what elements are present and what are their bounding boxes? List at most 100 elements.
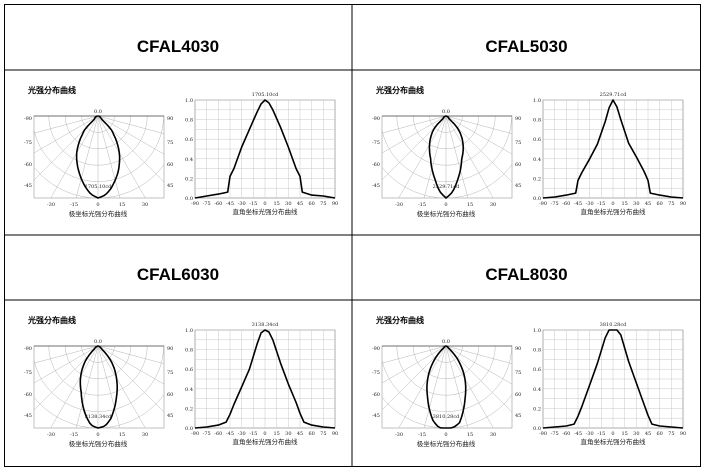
polar-left-tick: -75 <box>24 140 32 146</box>
polar-heading: 光强分布曲线 <box>375 85 424 95</box>
polar-bottom-tick: 0 <box>96 432 99 438</box>
polar-chart: 光强分布曲线 0.0 -90 -75 -60 -45 90 75 60 45 -30 -15 0 15 30… <box>24 85 173 218</box>
cart-x-tick: 15 <box>273 201 279 207</box>
polar-peak-label: 3138.34cd <box>85 414 112 420</box>
cart-x-tick: -45 <box>226 201 234 207</box>
polar-right-tick: 90 <box>167 346 173 352</box>
model-name: CFAL4030 <box>136 37 220 56</box>
polar-spoke <box>398 346 447 428</box>
polar-left-tick: -75 <box>372 370 380 376</box>
cart-x-tick: 30 <box>633 201 639 207</box>
cart-x-tick: -45 <box>574 201 582 207</box>
polar-right-tick: 75 <box>167 370 173 376</box>
polar-peak-label: 3810.28cd <box>433 414 460 420</box>
cart-x-tick: -60 <box>562 201 570 207</box>
polar-right-tick: 45 <box>167 183 173 189</box>
polar-peak-label: 1705.10cd <box>85 184 112 190</box>
polar-spoke <box>445 346 512 385</box>
polar-curve <box>79 345 118 429</box>
cart-x-tick: -75 <box>551 201 559 207</box>
cart-caption: 直角坐标光强分布曲线 <box>233 437 299 446</box>
polar-curve <box>75 115 121 199</box>
cart-x-tick: 75 <box>320 431 326 437</box>
cart-x-tick: -60 <box>214 431 222 437</box>
cart-y-tick: 0.6 <box>533 367 541 373</box>
polar-bottom-tick: 30 <box>142 432 148 438</box>
cart-x-tick: -45 <box>574 431 582 437</box>
polar-spoke <box>382 346 447 364</box>
cart-y-tick: 0.8 <box>533 118 541 124</box>
cart-y-tick: 1.0 <box>533 328 541 334</box>
polar-bottom-tick: 30 <box>142 202 148 208</box>
polar-bottom-tick: -30 <box>395 432 403 438</box>
polar-right-tick: 90 <box>515 116 521 122</box>
polar-right-tick: 75 <box>515 140 521 146</box>
polar-bottom-tick: 0 <box>444 202 447 208</box>
polar-bottom-tick: 0 <box>96 202 99 208</box>
model-name: CFAL5030 <box>485 37 568 56</box>
polar-spoke <box>97 116 164 155</box>
polar-spoke <box>97 346 164 385</box>
polar-caption: 极坐标光强分布曲线 <box>417 209 476 218</box>
cart-x-tick: 75 <box>668 201 674 207</box>
polar-spoke <box>445 116 512 155</box>
polar-spoke <box>34 116 99 134</box>
polar-spoke <box>445 346 469 428</box>
cart-x-tick: 0 <box>611 431 614 437</box>
cart-curve <box>194 99 336 199</box>
polar-chart: 光强分布曲线 0.0 -90 -75 -60 -45 90 75 60 45 -30 -15 0 15 30… <box>24 315 173 448</box>
cartesian-chart: -90 -75 -60 -45 -30 -15 0 15 30 45 60 75 90 0.0 0.2 0.4… <box>533 92 686 216</box>
polar-spoke <box>97 116 164 134</box>
cart-caption: 直角坐标光强分布曲线 <box>581 207 647 216</box>
polar-spoke <box>445 116 494 198</box>
cart-x-tick: 15 <box>621 431 627 437</box>
cart-peak-label: 2529.71cd <box>600 92 627 98</box>
polar-bottom-tick: -30 <box>47 432 55 438</box>
polar-spoke <box>97 346 164 364</box>
cart-y-tick: 0.0 <box>185 196 193 202</box>
cart-x-tick: 15 <box>273 431 279 437</box>
polar-bottom-tick: -15 <box>70 432 78 438</box>
polar-bottom-tick: -15 <box>70 202 78 208</box>
polar-bottom-tick: 15 <box>467 432 473 438</box>
cart-x-tick: -15 <box>249 201 257 207</box>
polar-right-tick: 60 <box>515 392 521 398</box>
polar-bottom-tick: -30 <box>395 202 403 208</box>
polar-spoke <box>97 346 164 413</box>
cart-y-tick: 1.0 <box>185 98 193 104</box>
polar-bottom-tick: 15 <box>119 202 125 208</box>
cart-x-tick: -75 <box>551 431 559 437</box>
cart-x-tick: 60 <box>308 201 314 207</box>
cart-x-tick: -90 <box>539 201 547 207</box>
cart-peak-label: 3810.28cd <box>600 322 627 328</box>
cart-y-tick: 0.0 <box>533 196 541 202</box>
polar-grid <box>34 346 164 428</box>
cart-x-tick: -30 <box>586 201 594 207</box>
cart-x-tick: -75 <box>203 201 211 207</box>
polar-right-tick: 45 <box>167 413 173 419</box>
polar-left-tick: -60 <box>372 162 380 168</box>
polar-caption: 极坐标光强分布曲线 <box>69 439 128 448</box>
cart-x-tick: 75 <box>668 431 674 437</box>
cart-x-tick: 60 <box>308 431 314 437</box>
cart-x-tick: 60 <box>656 201 662 207</box>
cart-y-tick: 0.8 <box>185 348 193 354</box>
cart-y-tick: 0.2 <box>533 406 541 412</box>
polar-right-tick: 45 <box>515 413 521 419</box>
cart-x-tick: -60 <box>562 431 570 437</box>
polar-spoke <box>445 116 512 134</box>
polar-spoke <box>97 116 121 198</box>
cartesian-chart: -90 -75 -60 -45 -30 -15 0 15 30 45 60 75 90 0.0 0.2 0.4… <box>533 322 686 446</box>
cart-curve <box>194 329 336 429</box>
polar-bottom-tick: 15 <box>467 202 473 208</box>
polar-spoke <box>445 116 469 198</box>
polar-caption: 极坐标光强分布曲线 <box>69 209 128 218</box>
polar-spoke <box>382 346 447 384</box>
polar-right-tick: 60 <box>167 162 173 168</box>
cart-x-tick: 15 <box>621 201 627 207</box>
polar-left-tick: -45 <box>24 413 32 419</box>
polar-left-tick: -75 <box>372 140 380 146</box>
polar-right-tick: 90 <box>167 116 173 122</box>
cart-peak-label: 1705.10cd <box>252 92 279 98</box>
